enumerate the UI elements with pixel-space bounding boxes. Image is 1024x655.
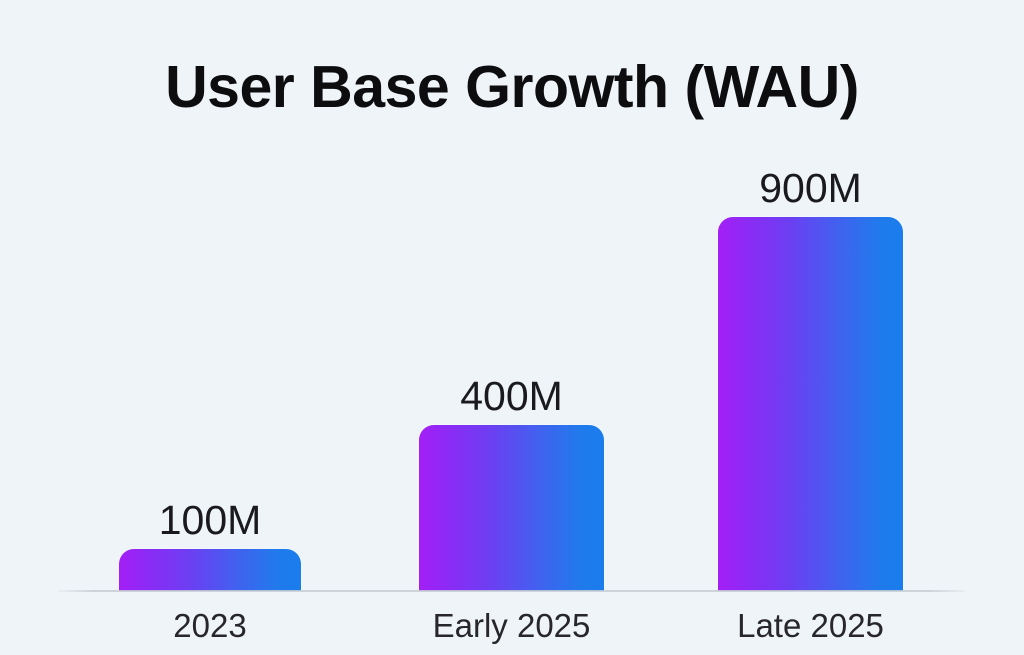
x-axis-tick-label: Late 2025 [737,607,884,644]
bar-early-2025[interactable] [419,425,604,591]
x-axis-tick-label: 2023 [173,607,247,644]
bar-late-2025[interactable] [718,217,903,591]
bar-value-label: 900M [759,165,862,211]
bar-value-label: 100M [158,497,262,543]
bar-2023[interactable] [119,549,301,591]
chart-title: User Base Growth (WAU) [165,54,859,120]
bar-value-label: 400M [460,373,563,419]
x-axis-tick-label: Early 2025 [432,607,591,644]
x-axis-line [58,590,965,592]
